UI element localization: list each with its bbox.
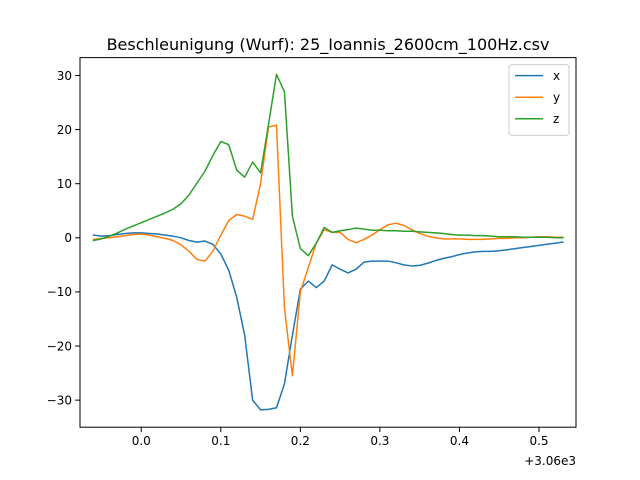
legend-label-y: y xyxy=(553,91,560,105)
axes-frame xyxy=(79,57,577,428)
x-tick-label: 0.0 xyxy=(132,434,151,448)
chart-title: Beschleunigung (Wurf): 25_Ioannis_2600cm… xyxy=(107,35,550,55)
legend-label-x: x xyxy=(553,69,560,83)
x-axis: 0.0 0.1 0.2 0.3 0.4 0.5 xyxy=(132,427,549,448)
y-tick-label: 30 xyxy=(57,69,72,83)
y-tick-label: −20 xyxy=(47,339,72,353)
x-tick-label: 0.4 xyxy=(450,434,469,448)
x-tick-label: 0.2 xyxy=(291,434,310,448)
series-line-z xyxy=(92,73,564,257)
plot-area xyxy=(92,73,564,411)
y-tick-label: −30 xyxy=(47,393,72,407)
legend-box xyxy=(508,64,570,136)
y-tick-label: 0 xyxy=(64,231,72,245)
x-tick-label: 0.5 xyxy=(529,434,548,448)
x-tick-label: 0.1 xyxy=(211,434,230,448)
y-tick-label: 10 xyxy=(57,177,72,191)
y-tick-label: 20 xyxy=(57,123,72,137)
legend-label-z: z xyxy=(553,112,559,126)
legend: xyz xyxy=(508,64,570,136)
series-line-x xyxy=(92,232,564,411)
x-offset-label: +3.06e3 xyxy=(524,454,576,468)
y-axis: −30 −20 −10 0 10 20 30 xyxy=(47,69,80,407)
series-line-y xyxy=(92,124,564,377)
x-tick-label: 0.3 xyxy=(370,434,389,448)
y-tick-label: −10 xyxy=(47,285,72,299)
